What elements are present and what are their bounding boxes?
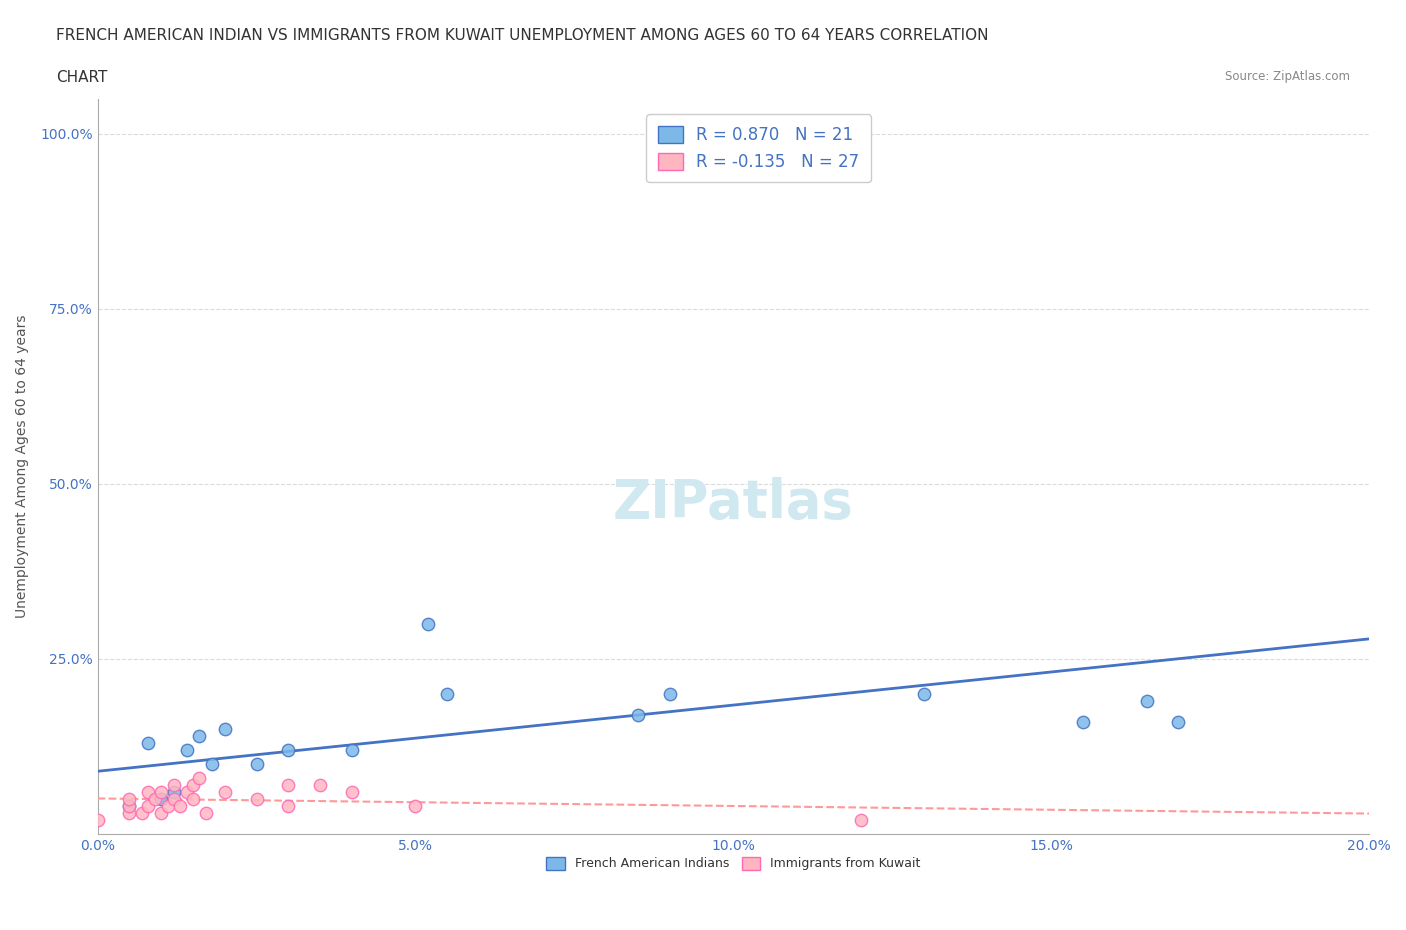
Point: [309, 777, 332, 792]
Point: [405, 799, 427, 814]
Point: [277, 777, 299, 792]
Text: Source: ZipAtlas.com: Source: ZipAtlas.com: [1225, 70, 1350, 83]
Point: [188, 728, 211, 743]
Point: [156, 799, 179, 814]
Point: [118, 799, 141, 814]
Point: [138, 799, 160, 814]
Point: [418, 617, 440, 631]
Text: ZIPatlas: ZIPatlas: [613, 477, 853, 529]
Legend: French American Indians, Immigrants from Kuwait: French American Indians, Immigrants from…: [537, 848, 929, 879]
Point: [150, 805, 173, 820]
Point: [169, 799, 191, 814]
Point: [131, 805, 153, 820]
Point: [138, 785, 160, 800]
Point: [214, 785, 236, 800]
Point: [214, 722, 236, 737]
Point: [188, 770, 211, 785]
Text: CHART: CHART: [56, 70, 108, 85]
Point: [163, 777, 186, 792]
Point: [245, 756, 267, 771]
Point: [163, 785, 186, 800]
Point: [163, 791, 186, 806]
Point: [138, 736, 160, 751]
Point: [118, 799, 141, 814]
Point: [658, 686, 681, 701]
Point: [912, 686, 935, 701]
Point: [277, 742, 299, 757]
Point: [1071, 714, 1094, 729]
Point: [201, 756, 224, 771]
Point: [176, 785, 198, 800]
Point: [1136, 694, 1159, 709]
Point: [181, 777, 204, 792]
Point: [181, 791, 204, 806]
Point: [194, 805, 217, 820]
Point: [340, 785, 363, 800]
Text: FRENCH AMERICAN INDIAN VS IMMIGRANTS FROM KUWAIT UNEMPLOYMENT AMONG AGES 60 TO 6: FRENCH AMERICAN INDIAN VS IMMIGRANTS FRO…: [56, 28, 988, 43]
Point: [340, 742, 363, 757]
Point: [1167, 714, 1189, 729]
Point: [150, 791, 173, 806]
Point: [118, 791, 141, 806]
Point: [277, 799, 299, 814]
Point: [118, 805, 141, 820]
Point: [86, 813, 108, 828]
Point: [245, 791, 267, 806]
Y-axis label: Unemployment Among Ages 60 to 64 years: Unemployment Among Ages 60 to 64 years: [15, 314, 30, 618]
Point: [143, 791, 166, 806]
Point: [150, 785, 173, 800]
Point: [849, 813, 872, 828]
Point: [176, 742, 198, 757]
Point: [436, 686, 458, 701]
Point: [627, 708, 650, 723]
